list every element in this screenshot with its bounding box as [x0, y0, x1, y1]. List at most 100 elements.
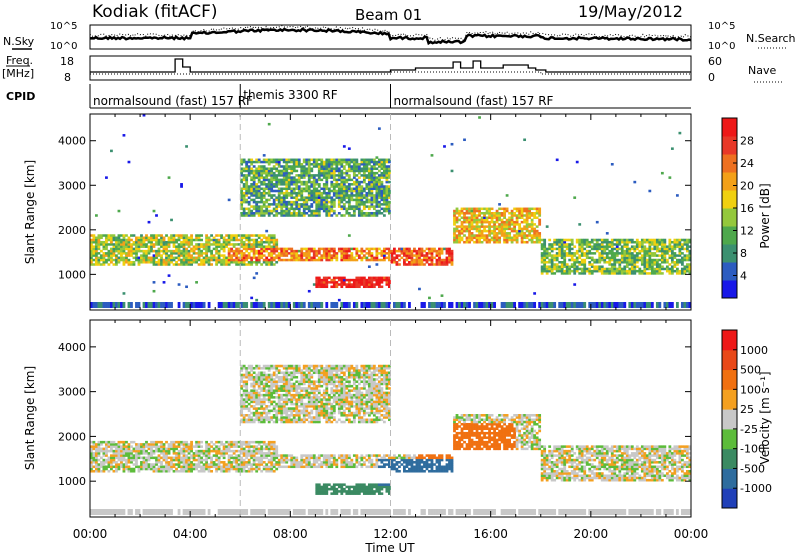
power-cell: [182, 243, 186, 246]
power-cell: [97, 256, 101, 260]
power-cell: [362, 163, 366, 166]
power-cell: [240, 261, 244, 264]
power-cell: [685, 263, 689, 266]
power-cell: [192, 302, 196, 308]
power-cell: [97, 263, 101, 266]
power-cell: [302, 198, 306, 202]
power-cell: [265, 200, 269, 204]
power-cell: [580, 258, 584, 262]
power-cell: [473, 225, 476, 228]
power-cell: [613, 256, 617, 260]
power-cell: [92, 247, 96, 251]
power-cell: [102, 258, 106, 262]
power-cell: [277, 160, 281, 164]
power-cell: [305, 160, 309, 164]
velocity-cell: [90, 445, 93, 448]
power-cell: [633, 258, 637, 262]
power-cell: [410, 263, 414, 266]
power-cell: [242, 261, 246, 264]
power-cell: [322, 163, 326, 166]
power-cell: [242, 258, 246, 262]
power-cell: [230, 247, 234, 251]
velocity-cell: [170, 458, 173, 462]
power-cell: [257, 243, 261, 246]
power-cell: [290, 183, 294, 186]
power-cell: [115, 247, 118, 251]
power-cell: [267, 252, 271, 255]
beam-title: Beam 01: [355, 6, 422, 24]
power-cell: [357, 203, 361, 206]
power-cell: [513, 207, 516, 211]
power-cell: [453, 216, 456, 219]
power-cell: [250, 243, 254, 246]
power-cell: [247, 200, 251, 204]
velocity-cell: [252, 382, 256, 386]
power-cell: [360, 302, 364, 308]
power-cell: [500, 232, 504, 235]
velocity-cell: [190, 454, 193, 457]
power-cell: [300, 187, 304, 191]
power-cell: [633, 269, 637, 273]
velocity-cell: [210, 440, 213, 444]
velocity-cell: [255, 418, 259, 422]
power-cell: [315, 163, 319, 166]
power-cell: [277, 256, 281, 260]
power-cell: [643, 256, 647, 260]
power-cell: [380, 187, 384, 191]
power-cell: [180, 185, 183, 188]
power-cell: [645, 254, 649, 257]
power-cell: [372, 185, 376, 188]
power-cell: [360, 283, 364, 286]
power-cell: [620, 269, 624, 273]
power-cell: [603, 272, 607, 275]
power-cell: [470, 232, 474, 235]
power-cell: [282, 180, 286, 184]
velocity-cell: [122, 509, 126, 515]
power-cell: [255, 191, 259, 195]
power-cell: [112, 258, 116, 262]
velocity-cell: [115, 443, 118, 446]
power-cell: [360, 191, 364, 195]
power-cell: [663, 245, 667, 248]
velocity-cell: [185, 454, 188, 457]
power-cell: [370, 212, 374, 215]
power-cell: [112, 252, 116, 255]
power-cell: [327, 209, 331, 213]
power-cell: [367, 283, 371, 286]
power-cell: [307, 258, 311, 262]
power-cell: [630, 240, 634, 244]
power-cell: [525, 223, 529, 226]
power-cell: [490, 225, 494, 228]
power-cell: [177, 243, 181, 246]
power-cell: [608, 261, 612, 264]
velocity-cell: [250, 391, 254, 395]
power-cell: [388, 254, 391, 257]
power-cell: [382, 256, 386, 260]
power-cell: [638, 240, 642, 244]
velocity-cell: [247, 409, 251, 413]
power-cell: [365, 160, 369, 164]
velocity-cell: [172, 463, 176, 466]
power-cell: [588, 249, 592, 253]
power-cell: [575, 258, 579, 262]
power-cell: [365, 256, 369, 260]
velocity-cell: [90, 467, 93, 471]
power-cell: [170, 249, 173, 253]
power-cell: [603, 258, 607, 262]
power-cell: [327, 200, 331, 204]
power-cell: [180, 183, 183, 186]
power-cell: [483, 207, 486, 211]
power-cell: [332, 187, 336, 191]
velocity-cell: [115, 509, 118, 515]
power-cell: [370, 200, 374, 204]
power-cell: [325, 198, 329, 202]
power-cell: [560, 261, 564, 264]
power-cell: [317, 191, 321, 195]
power-cell: [623, 265, 627, 268]
velocity-cell: [115, 445, 118, 448]
power-cell: [120, 234, 123, 237]
power-cell: [665, 267, 669, 271]
power-cell: [335, 163, 339, 166]
velocity-cell: [255, 447, 259, 451]
velocity-cell: [222, 465, 226, 469]
